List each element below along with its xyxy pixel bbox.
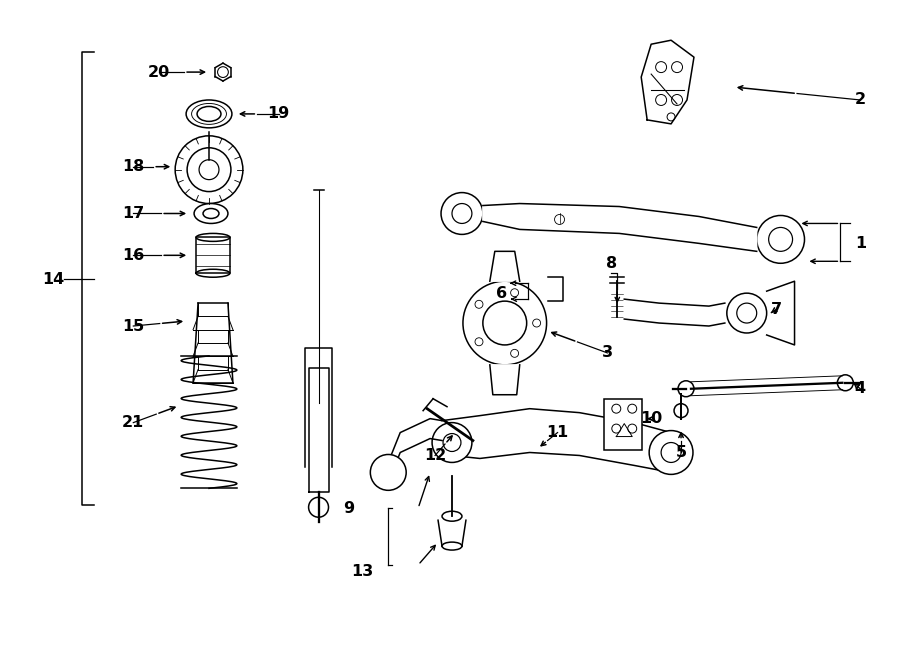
Circle shape [441, 192, 483, 235]
Ellipse shape [197, 106, 221, 122]
Ellipse shape [442, 542, 462, 550]
Circle shape [432, 422, 472, 463]
Circle shape [187, 148, 231, 192]
Text: 7: 7 [771, 301, 782, 317]
Ellipse shape [196, 269, 230, 277]
Polygon shape [641, 40, 694, 124]
Circle shape [176, 136, 243, 204]
Polygon shape [625, 299, 724, 326]
Circle shape [727, 293, 767, 333]
Ellipse shape [196, 233, 230, 241]
Text: 8: 8 [606, 256, 616, 271]
Ellipse shape [194, 204, 228, 223]
Polygon shape [490, 251, 519, 281]
Text: 15: 15 [122, 319, 145, 334]
Text: 11: 11 [546, 425, 569, 440]
Text: 9: 9 [343, 501, 354, 516]
Text: 5: 5 [676, 445, 687, 460]
Text: 16: 16 [122, 248, 145, 263]
Text: 13: 13 [351, 564, 374, 580]
Text: 18: 18 [122, 159, 145, 175]
Ellipse shape [442, 511, 462, 521]
Polygon shape [483, 204, 757, 251]
Polygon shape [442, 408, 671, 473]
Circle shape [483, 301, 526, 345]
Text: 20: 20 [148, 65, 170, 79]
Circle shape [309, 497, 328, 517]
Ellipse shape [186, 100, 232, 128]
Text: 2: 2 [855, 93, 866, 108]
Polygon shape [438, 520, 466, 546]
Text: 19: 19 [267, 106, 290, 122]
Text: 3: 3 [602, 346, 613, 360]
Circle shape [649, 430, 693, 475]
Circle shape [757, 215, 805, 263]
Text: 12: 12 [424, 448, 446, 463]
Text: 17: 17 [122, 206, 145, 221]
Circle shape [678, 381, 694, 397]
Text: 21: 21 [122, 415, 145, 430]
Polygon shape [490, 365, 519, 395]
Text: 10: 10 [640, 411, 662, 426]
Text: 6: 6 [496, 286, 508, 301]
Bar [604, 399, 643, 451]
Text: 14: 14 [42, 272, 65, 287]
Ellipse shape [203, 208, 219, 219]
Circle shape [463, 281, 546, 365]
Polygon shape [767, 281, 795, 345]
Circle shape [674, 404, 688, 418]
Polygon shape [388, 418, 442, 483]
Text: 1: 1 [855, 236, 866, 251]
Circle shape [370, 455, 406, 490]
Circle shape [837, 375, 853, 391]
Text: 4: 4 [855, 381, 866, 396]
